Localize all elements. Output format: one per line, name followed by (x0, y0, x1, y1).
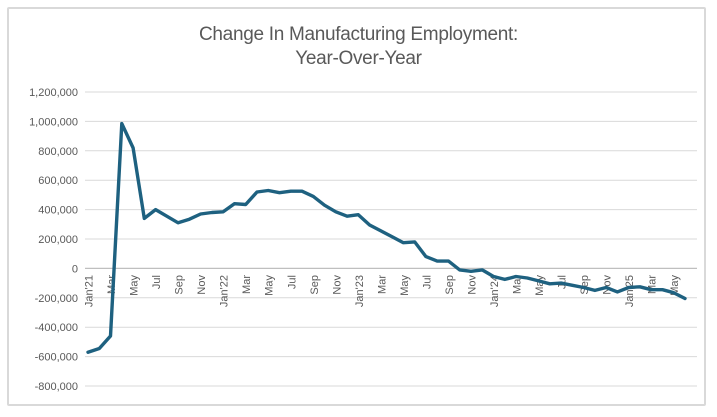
y-tick-label: 1,000,000 (29, 116, 78, 128)
x-tick-label: Jan'21 (84, 275, 96, 307)
y-tick-label: 1,200,000 (29, 87, 78, 99)
y-tick-label: 600,000 (38, 175, 78, 187)
x-tick-label: Sep (174, 275, 186, 295)
y-tick-label: -200,000 (35, 293, 78, 305)
x-tick-label: May (399, 275, 411, 296)
chart-subtitle: Year-Over-Year (295, 48, 422, 69)
x-tick-label: Mar (376, 275, 388, 294)
x-tick-label: Jan'25 (624, 275, 636, 307)
x-tick-label: May (534, 275, 546, 296)
x-tick-label: Sep (579, 275, 591, 295)
y-tick-label: 400,000 (38, 205, 78, 217)
y-tick-label: 800,000 (38, 146, 78, 158)
x-tick-label: Nov (467, 275, 479, 295)
x-tick-label: Nov (196, 275, 208, 295)
employment-change-line (86, 121, 687, 354)
y-tick-label: 200,000 (38, 234, 78, 246)
x-tick-label: Sep (444, 275, 456, 295)
x-tick-label: Mar (512, 275, 524, 294)
x-tick-label: Jan'23 (354, 275, 366, 307)
y-tick-label: -600,000 (35, 352, 78, 364)
chart-title: Change In Manufacturing Employment: (198, 24, 518, 45)
y-tick-label: 0 (72, 263, 78, 275)
x-tick-label: Jan'24 (489, 275, 501, 307)
x-tick-label: May (129, 275, 141, 296)
x-tick-label: Jul (151, 275, 163, 289)
y-tick-label: -800,000 (35, 381, 78, 393)
y-tick-label: -400,000 (35, 322, 78, 334)
x-tick-label: Nov (331, 275, 343, 295)
x-tick-label: May (669, 275, 681, 296)
x-tick-label: Jul (286, 275, 298, 289)
x-tick-label: Jul (421, 275, 433, 289)
chart-frame (7, 7, 706, 406)
x-tick-label: Sep (309, 275, 321, 295)
x-tick-label: Jan'22 (219, 275, 231, 307)
x-tick-label: May (264, 275, 276, 296)
x-tick-label: Mar (241, 275, 253, 294)
